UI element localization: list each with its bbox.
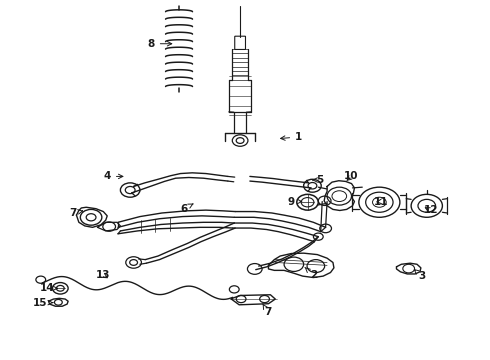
Text: 6: 6 [180, 204, 193, 214]
Text: 1: 1 [281, 132, 302, 142]
Text: 7: 7 [263, 304, 271, 316]
Text: 7: 7 [69, 208, 83, 218]
Text: 2: 2 [305, 267, 317, 280]
Text: 12: 12 [423, 206, 438, 216]
Text: 13: 13 [96, 270, 111, 280]
Text: 14: 14 [40, 283, 57, 293]
Text: 3: 3 [415, 270, 425, 281]
Text: 15: 15 [32, 298, 53, 308]
Text: 5: 5 [313, 175, 323, 185]
Text: 4: 4 [103, 171, 123, 181]
Text: 10: 10 [344, 171, 359, 181]
FancyBboxPatch shape [235, 36, 245, 49]
Text: 11: 11 [373, 197, 388, 207]
Text: 9: 9 [287, 197, 302, 207]
Text: 8: 8 [147, 39, 172, 49]
